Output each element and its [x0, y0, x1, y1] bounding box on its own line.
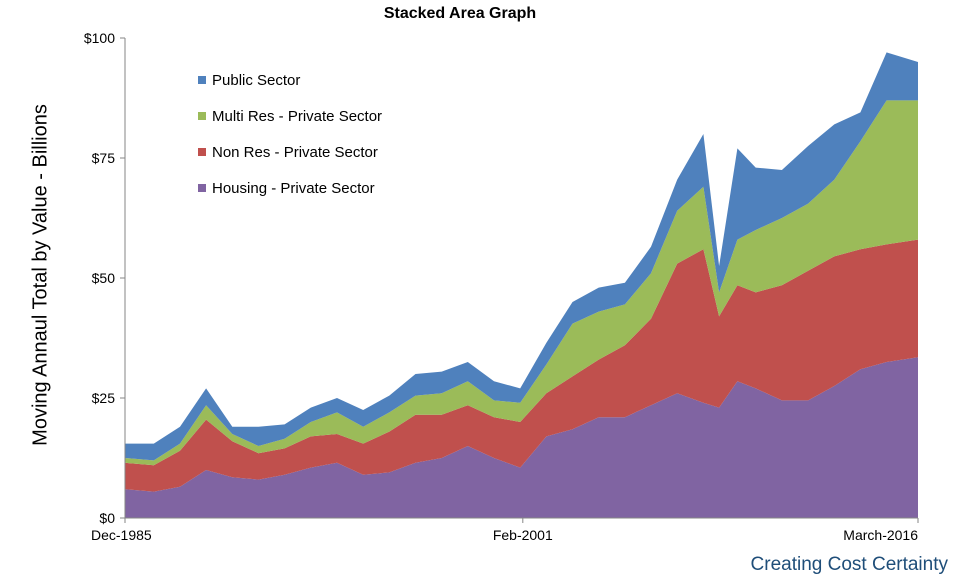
legend-item-housing: Housing - Private Sector: [198, 170, 382, 206]
legend-item-multi-res: Multi Res - Private Sector: [198, 98, 382, 134]
legend-swatch-non-res: [198, 148, 206, 156]
legend-label-multi-res: Multi Res - Private Sector: [212, 107, 383, 125]
chart-title: Stacked Area Graph: [383, 5, 537, 22]
y-tick-label: $25: [92, 390, 116, 406]
legend-label-public-sector: Public Sector: [212, 71, 301, 89]
y-tick-label: $75: [92, 150, 116, 166]
y-tick-label: $0: [99, 510, 115, 526]
legend-swatch-housing: [198, 184, 206, 192]
area-housing-private-sector: [125, 357, 918, 518]
legend-label-housing: Housing - Private Sector: [212, 179, 375, 197]
x-tick-label: Dec-1985: [91, 527, 152, 543]
legend: Public Sector Multi Res - Private Sector…: [198, 62, 382, 206]
y-tick-label: $50: [92, 270, 116, 286]
y-tick-label: $100: [84, 30, 115, 46]
area-non-res-private-sector: [125, 239, 918, 492]
area-multi-res-private-sector: [125, 100, 918, 466]
legend-item-public-sector: Public Sector: [198, 62, 382, 98]
footer-tagline: Creating Cost Certainty: [750, 554, 948, 575]
x-tick-label: March-2016: [843, 527, 918, 543]
legend-item-non-res: Non Res - Private Sector: [198, 134, 382, 170]
x-tick-label: Feb-2001: [493, 527, 553, 543]
legend-swatch-public-sector: [198, 76, 206, 84]
legend-label-non-res: Non Res - Private Sector: [212, 143, 378, 161]
legend-swatch-multi-res: [198, 112, 206, 120]
